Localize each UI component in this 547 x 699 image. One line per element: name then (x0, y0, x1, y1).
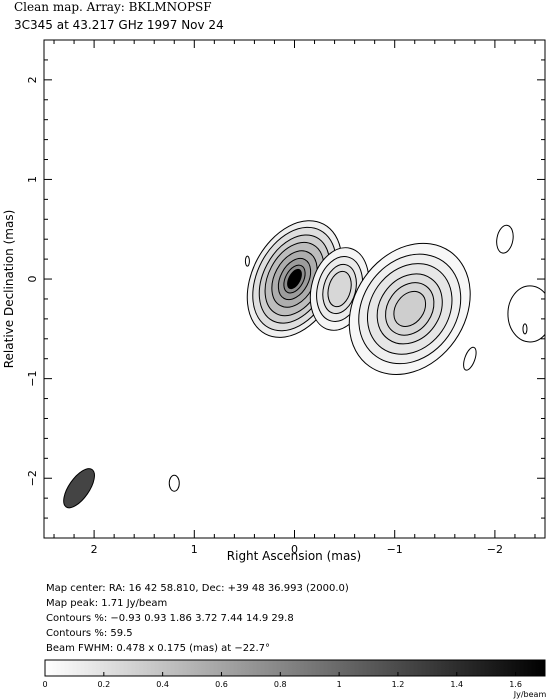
colorbar-tick-label: 1 (337, 680, 342, 689)
beam-ellipse (63, 468, 95, 509)
map-peak-text: Map peak: 1.71 Jy/beam (46, 598, 168, 609)
faint-island (507, 285, 545, 343)
colorbar-unit: Jy/beam (513, 690, 547, 699)
y-tick-label: −1 (26, 371, 39, 387)
axes: 2 1 0 −1 −2 2 1 0 −1 −2 (26, 39, 545, 556)
y-tick-label: −2 (26, 470, 39, 486)
colorbar-tick-label: 1.6 (509, 680, 522, 689)
colorbar-tick-label: 0.2 (97, 680, 110, 689)
colorbar-wedge (44, 659, 546, 677)
faint-island (496, 224, 514, 254)
colorbar-tick-label: 0.4 (156, 680, 169, 689)
x-tick-label: −2 (487, 543, 503, 556)
jet-contour (393, 290, 427, 327)
y-tick-label: 2 (26, 76, 39, 83)
y-axis-label: Relative Declination (mas) (2, 210, 16, 369)
x-tick-label: 0 (291, 543, 298, 556)
core-peak (287, 268, 302, 290)
faint-island (168, 474, 180, 492)
y-tick-label: 0 (26, 276, 39, 283)
colorbar-tick-label: 0.8 (274, 680, 287, 689)
colorbar-tick-label: 1.2 (392, 680, 405, 689)
faint-island (463, 346, 477, 371)
map-center-text: Map center: RA: 16 42 58.810, Dec: +39 4… (46, 583, 349, 594)
colorbar-ticks: 0 0.2 0.4 0.6 0.8 1 1.2 1.4 1.6 (42, 672, 522, 689)
y-tick-label: 1 (26, 176, 39, 183)
beam-fwhm-text: Beam FWHM: 0.478 x 0.175 (mas) at −22.7° (46, 643, 271, 654)
negative-contour (244, 255, 250, 267)
chart-title-line-2: 3C345 at 43.217 GHz 1997 Nov 24 (14, 18, 224, 32)
contours-text: Contours %: −0.93 0.93 1.86 3.72 7.44 14… (46, 613, 294, 624)
colorbar-tick-label: 0.6 (215, 680, 228, 689)
chart-title-line-1: Clean map. Array: BKLMNOPSF (14, 0, 212, 14)
x-tick-label: 1 (191, 543, 198, 556)
x-tick-label: −1 (387, 543, 403, 556)
plot-area (63, 220, 545, 509)
knot-contour (327, 270, 352, 308)
x-axis-label: Right Ascension (mas) (227, 549, 361, 563)
contours-text-2: Contours %: 59.5 (46, 628, 133, 639)
x-tick-label: 2 (91, 543, 98, 556)
colorbar-tick-label: 0 (42, 680, 47, 689)
faint-island (522, 323, 528, 335)
colorbar-tick-label: 1.4 (450, 680, 463, 689)
